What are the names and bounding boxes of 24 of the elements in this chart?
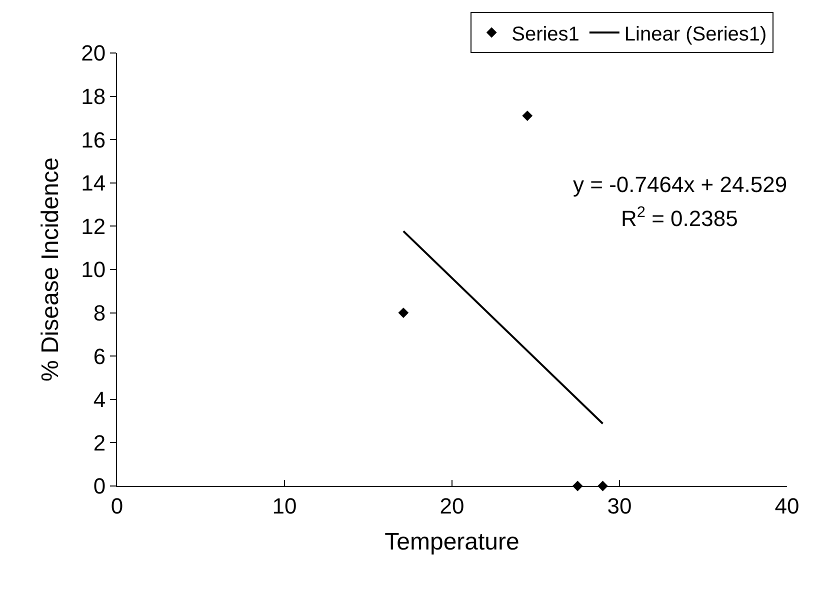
legend-label: Linear (Series1) (624, 23, 767, 46)
y-tick-label: 18 (81, 84, 106, 109)
annotation: y = -0.7464x + 24.529 (573, 172, 788, 197)
y-tick-label: 6 (93, 344, 106, 369)
x-tick-label: 40 (774, 493, 800, 518)
annotation: R$^{2}$ = 0.2385 (621, 204, 738, 232)
legend-label: Series1 (512, 23, 580, 46)
x-tick-label: 0 (110, 493, 124, 518)
x-axis-title: Temperature (384, 528, 520, 556)
y-tick-label: 16 (81, 127, 106, 152)
y-tick-label: 8 (93, 300, 106, 326)
x-tick-label: 10 (272, 493, 297, 518)
y-tick-label: 2 (93, 430, 106, 456)
x-tick-label: 20 (440, 493, 464, 518)
point (398, 308, 409, 318)
x-tick-label: 30 (607, 493, 632, 518)
y-tick-label: 0 (93, 474, 106, 499)
y-tick-label: 4 (93, 387, 106, 412)
point (522, 110, 533, 121)
y-tick-label: 10 (81, 257, 106, 282)
y-tick-label: 14 (81, 170, 106, 196)
y-axis-title: % Disease Incidence (37, 157, 64, 382)
y-tick-label: 12 (81, 214, 106, 239)
y-tick-label: 20 (81, 40, 106, 66)
